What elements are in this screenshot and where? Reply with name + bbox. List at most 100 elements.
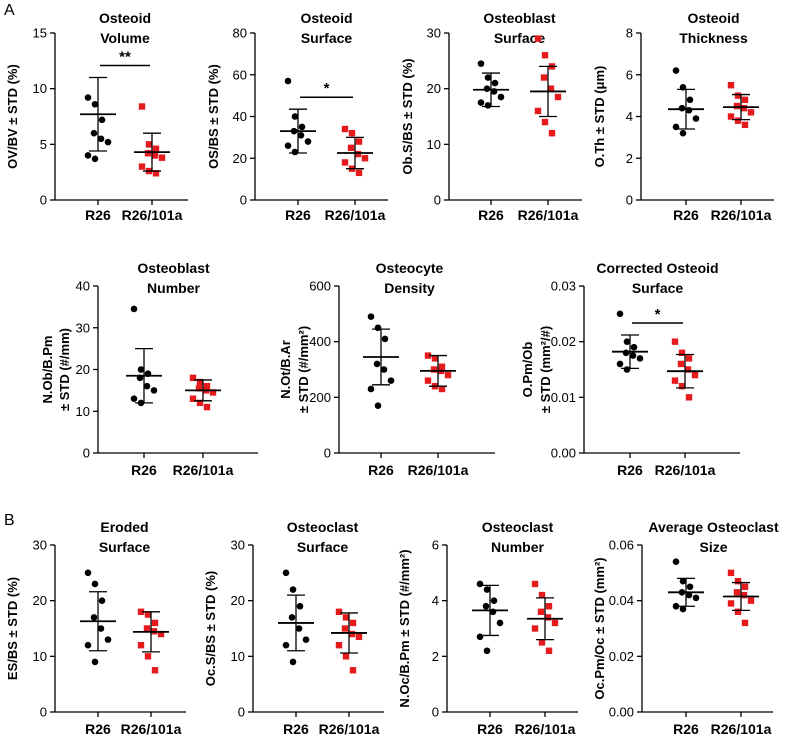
section-label-B: B — [4, 512, 15, 529]
data-point-r26-101a — [189, 395, 197, 402]
chart-title-line: Osteocyte — [376, 260, 444, 276]
y-tick-label: 10 — [33, 81, 47, 96]
y-tick-label: 20 — [231, 593, 245, 608]
data-point-r26-101a — [531, 625, 539, 632]
data-point-r26-101a — [540, 74, 548, 81]
chart-title-line: Density — [384, 280, 435, 296]
data-point-r26-101a — [438, 385, 446, 393]
chart-title-line: Osteoblast — [137, 260, 210, 276]
data-point-r26-101a — [355, 633, 363, 641]
data-point-r26-101a — [151, 619, 159, 627]
y-tick-label: 0 — [238, 705, 245, 720]
chart-title-line: Thickness — [679, 30, 748, 46]
data-point-r26 — [91, 155, 99, 163]
data-point-r26-101a — [685, 355, 693, 362]
data-point-r26 — [381, 335, 389, 343]
data-point-r26-101a — [151, 152, 159, 159]
y-tick-label: 8 — [626, 26, 633, 41]
data-point-r26 — [90, 129, 98, 137]
data-point-r26 — [291, 148, 299, 156]
chart-title-line: Number — [147, 280, 200, 296]
data-point-r26-101a — [727, 600, 735, 607]
y-tick-label: 0.03 — [551, 279, 576, 294]
significance-label: * — [324, 80, 330, 97]
data-point-r26 — [289, 586, 297, 593]
data-point-r26 — [692, 115, 700, 122]
data-point-r26-101a — [145, 141, 153, 148]
chart-title-line: Eroded — [100, 519, 148, 535]
data-point-r26-101a — [678, 349, 686, 356]
data-point-r26-101a — [144, 611, 152, 618]
data-point-r26 — [477, 60, 485, 67]
data-point-r26-101a — [361, 155, 369, 162]
data-point-r26 — [284, 142, 292, 150]
data-point-r26-101a — [747, 109, 755, 116]
data-point-r26-101a — [544, 614, 552, 621]
x-category-label: R26 — [617, 462, 643, 478]
data-point-r26-101a — [551, 619, 559, 627]
data-point-r26 — [282, 569, 290, 577]
data-point-r26 — [630, 343, 638, 351]
data-point-r26-101a — [195, 385, 203, 392]
data-point-r26 — [679, 577, 687, 585]
chart-title-line: Osteoid — [99, 10, 151, 26]
y-tick-label: 0.01 — [551, 390, 576, 405]
data-point-r26-101a — [355, 138, 363, 145]
data-point-r26 — [497, 93, 505, 101]
data-point-r26 — [672, 558, 680, 565]
data-point-r26 — [130, 305, 138, 313]
data-point-r26-101a — [430, 366, 438, 373]
data-point-r26 — [84, 641, 92, 649]
y-tick-label: 6 — [626, 67, 633, 82]
data-point-r26-101a — [747, 597, 755, 604]
x-category-label: R26 — [673, 207, 699, 223]
data-point-r26-101a — [196, 399, 204, 407]
data-point-r26 — [679, 605, 687, 613]
data-point-r26-101a — [677, 360, 685, 368]
data-point-r26-101a — [733, 589, 741, 596]
data-point-r26-101a — [545, 603, 553, 610]
y-axis-label: O.Pm/Ob — [520, 342, 535, 398]
data-point-r26-101a — [741, 121, 749, 129]
data-point-r26-101a — [741, 619, 749, 627]
data-point-r26 — [483, 85, 491, 92]
chart-title-line: Surface — [297, 539, 349, 555]
data-point-r26-101a — [671, 338, 679, 345]
data-point-r26-101a — [341, 625, 349, 632]
y-tick-label: 30 — [231, 538, 245, 553]
section-label-A: A — [4, 2, 15, 19]
x-category-label: R26/101a — [121, 721, 182, 737]
data-point-r26-101a — [137, 608, 145, 615]
chart-title-line: Average Osteoclast — [648, 519, 779, 535]
chart-corr_os: Corrected Osteoid Surface 0.00 0.01 0.02 0.03… — [520, 260, 740, 478]
chart-title-line: Osteoblast — [483, 10, 556, 26]
y-tick-label: 0 — [40, 705, 47, 720]
data-point-r26 — [484, 102, 492, 109]
data-point-r26-101a — [444, 371, 452, 379]
data-point-r26-101a — [138, 163, 146, 170]
data-point-r26 — [623, 338, 631, 345]
data-point-r26-101a — [138, 103, 146, 110]
data-point-r26 — [104, 138, 112, 146]
data-point-r26-101a — [349, 619, 357, 627]
y-tick-label: 0 — [434, 193, 441, 208]
x-category-label: R26/101a — [515, 721, 576, 737]
data-point-r26 — [104, 636, 112, 643]
data-point-r26-101a — [537, 608, 545, 615]
data-point-r26 — [297, 131, 305, 139]
chart-title-line: Surface — [494, 30, 546, 46]
chart-title-line: Osteoid — [687, 10, 739, 26]
data-point-r26-101a — [355, 169, 363, 177]
data-point-r26-101a — [534, 107, 542, 115]
data-point-r26 — [496, 619, 504, 627]
data-point-r26 — [678, 104, 686, 112]
x-category-label: R26/101a — [711, 207, 772, 223]
data-point-r26 — [629, 352, 637, 359]
chart-title-line: Number — [491, 539, 544, 555]
y-tick-label: 0.04 — [609, 593, 634, 608]
y-tick-label: 10 — [33, 649, 47, 664]
x-category-label: R26 — [285, 207, 311, 223]
data-point-r26-101a — [189, 374, 197, 382]
x-category-label: R26 — [478, 207, 504, 223]
data-point-r26 — [616, 310, 624, 318]
